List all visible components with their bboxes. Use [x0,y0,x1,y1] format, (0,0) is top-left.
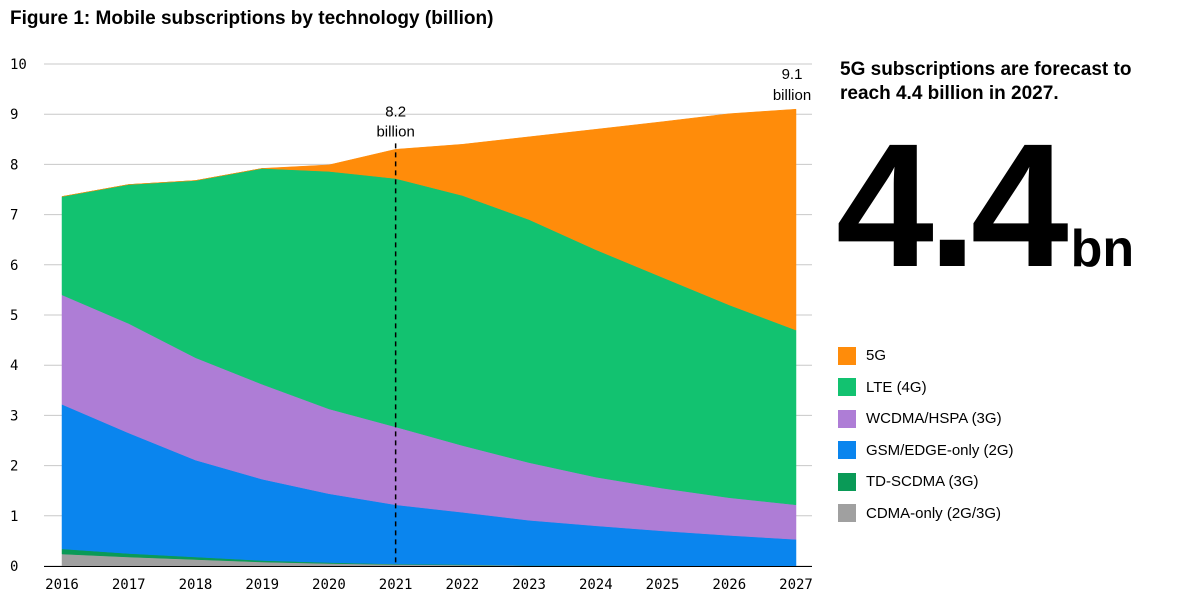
legend-item-gsm-edge-only-2g: GSM/EDGE-only (2G) [838,435,1014,467]
y-tick-label: 9 [10,107,18,123]
x-tick-label: 2017 [112,577,146,593]
annotation-value-2027: 9.1 [782,66,803,83]
legend-item-td-scdma-3g: TD-SCDMA (3G) [838,466,1014,498]
legend-swatch [838,504,856,523]
legend-item-5g: 5G [838,340,1014,372]
chart-title: Figure 1: Mobile subscriptions by techno… [10,8,494,29]
x-tick-label: 2021 [379,577,413,593]
x-tick-label: 2023 [512,577,546,593]
big-number-unit: bn [1070,220,1135,278]
y-tick-label: 10 [10,57,27,73]
legend-label: CDMA-only (2G/3G) [866,504,1002,522]
area-5g [61,108,797,331]
y-axis: 0 1 2 3 4 5 6 7 8 9 10 [10,57,27,575]
x-tick-label: 2016 [45,577,79,593]
legend-swatch [838,472,856,491]
legend-label: WCDMA/HSPA (3G) [866,410,1002,428]
x-tick-label: 2024 [579,577,613,593]
legend-item-cdma-only-2g-3g: CDMA-only (2G/3G) [838,498,1014,530]
y-tick-label: 4 [10,358,18,374]
legend-swatch [838,441,856,460]
legend-label: LTE (4G) [866,378,927,396]
annotation-label-2027: billion [773,87,811,104]
annotation-value-2021: 8.2 [385,103,406,120]
legend-label: TD-SCDMA (3G) [866,473,979,491]
x-tick-label: 2022 [446,577,480,593]
legend-swatch [838,409,856,428]
y-tick-label: 3 [10,408,18,424]
x-tick-label: 2025 [646,577,680,593]
y-tick-label: 6 [10,258,18,274]
x-tick-label: 2020 [312,577,346,593]
headline-text: 5G subscriptions are forecast to reach 4… [840,59,1132,104]
x-tick-label: 2026 [712,577,746,593]
y-tick-label: 1 [10,509,18,525]
y-tick-label: 0 [10,559,18,575]
chart-annotations: 8.2 billion 9.1 billion [376,66,811,566]
legend-label: GSM/EDGE-only (2G) [866,441,1014,459]
x-tick-label: 2027 [779,577,813,593]
y-tick-label: 7 [10,208,18,224]
legend-item-wcdma-hspa-3g: WCDMA/HSPA (3G) [838,403,1014,435]
x-tick-label: 2019 [245,577,279,593]
legend-swatch [838,378,856,397]
x-tick-label: 2018 [179,577,213,593]
x-axis: 2016 2017 2018 2019 2020 2021 2022 2023 2024 2025… [44,566,813,593]
area-series [61,108,797,567]
y-tick-label: 8 [10,157,18,173]
stacked-area-chart: 0 1 2 3 4 5 6 7 8 9 10 2016 2017 2018 2019 2020 2021 202… [10,57,813,593]
legend-label: 5G [866,347,887,365]
big-number: 4.4 bn [836,118,1134,294]
legend: 5G LTE (4G) WCDMA/HSPA (3G) GSM/EDGE-only (… [838,340,1014,529]
y-tick-label: 5 [10,308,18,324]
legend-swatch [838,346,856,365]
big-number-value: 4.4 [836,108,1069,304]
annotation-label-2021: billion [376,123,414,140]
y-tick-label: 2 [10,459,18,475]
legend-item-lte-4g: LTE (4G) [838,372,1014,404]
